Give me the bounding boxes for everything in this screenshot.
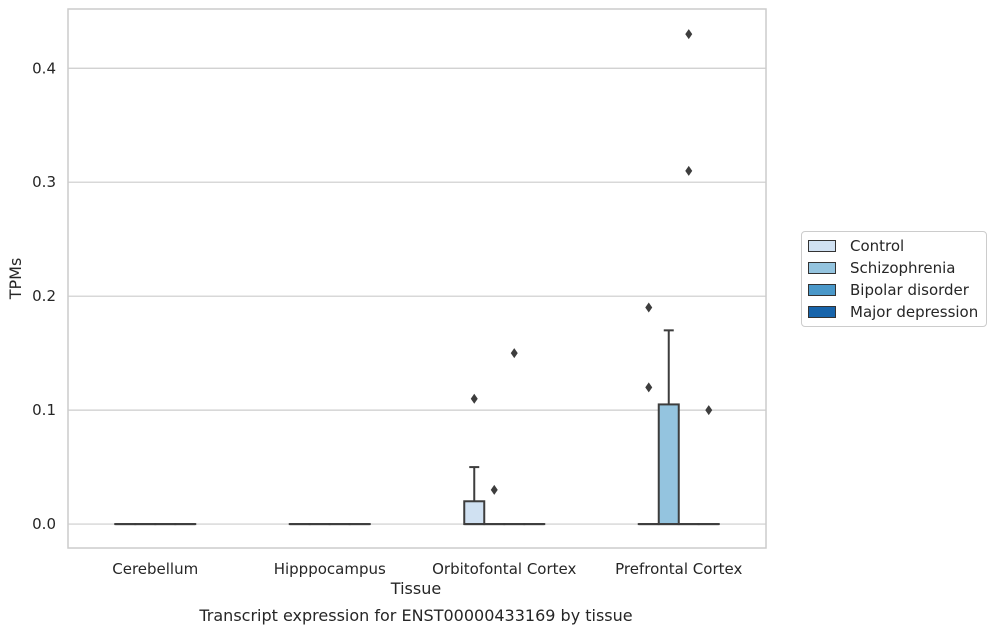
y-tick-label: 0.2 (32, 287, 56, 305)
y-tick-label: 0.1 (32, 401, 56, 419)
outlier-bipolar-disorder-prefrontal-cortex-0 (685, 166, 692, 176)
outlier-control-prefrontal-cortex-1 (645, 303, 652, 313)
y-axis-label: TPMs (6, 258, 25, 301)
x-tick-label-cerebellum: Cerebellum (112, 560, 198, 578)
x-tick-label-hipppocampus: Hipppocampus (274, 560, 386, 578)
y-tick-label: 0.0 (32, 515, 56, 533)
box-control-orbitofontal-cortex (464, 501, 484, 524)
legend-label-bipolar-disorder: Bipolar disorder (850, 281, 969, 299)
legend-label-schizophrenia: Schizophrenia (850, 259, 955, 277)
chart-title: Transcript expression for ENST0000043316… (0, 606, 832, 625)
legend-swatch-control (808, 240, 836, 252)
box-schizophrenia-prefrontal-cortex (659, 404, 679, 524)
y-tick-label: 0.4 (32, 59, 56, 77)
legend-swatch-major-depression (808, 306, 836, 318)
legend-item-major-depression: Major depression (808, 302, 978, 322)
legend-label-control: Control (850, 237, 904, 255)
x-tick-label-prefrontal-cortex: Prefrontal Cortex (615, 560, 742, 578)
outlier-control-orbitofontal-cortex-0 (471, 394, 478, 404)
legend-item-schizophrenia: Schizophrenia (808, 258, 955, 278)
outlier-control-prefrontal-cortex-0 (645, 382, 652, 392)
legend-label-major-depression: Major depression (850, 303, 978, 321)
legend-swatch-schizophrenia (808, 262, 836, 274)
legend-item-control: Control (808, 236, 904, 256)
legend-item-bipolar-disorder: Bipolar disorder (808, 280, 969, 300)
outlier-major-depression-prefrontal-cortex-0 (705, 405, 712, 415)
outlier-schizophrenia-orbitofontal-cortex-0 (491, 485, 498, 495)
outlier-bipolar-disorder-orbitofontal-cortex-0 (511, 348, 518, 358)
outlier-bipolar-disorder-prefrontal-cortex-1 (685, 29, 692, 39)
x-tick-label-orbitofontal-cortex: Orbitofontal Cortex (432, 560, 576, 578)
legend-swatch-bipolar-disorder (808, 284, 836, 296)
x-axis-label: Tissue (0, 579, 832, 598)
y-tick-label: 0.3 (32, 173, 56, 191)
legend: Control Schizophrenia Bipolar disorder M… (801, 231, 987, 327)
